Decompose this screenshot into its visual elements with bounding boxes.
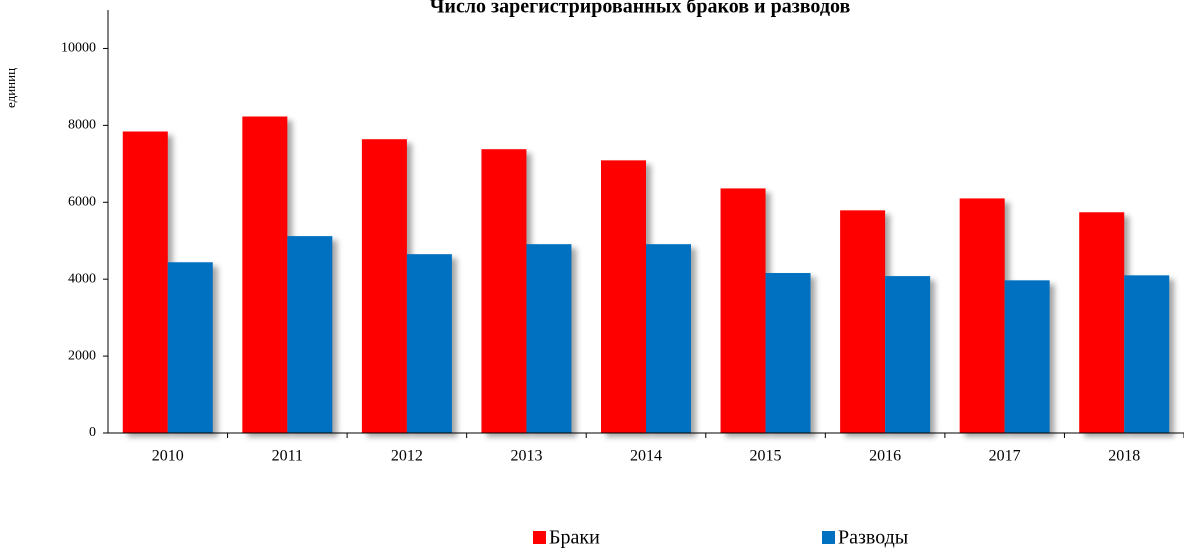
legend-label: Браки — [549, 527, 600, 549]
y-tick-label: 8000 — [68, 118, 96, 133]
x-tick-label: 2010 — [152, 448, 184, 465]
x-tick-label: 2017 — [989, 448, 1021, 465]
bar — [885, 276, 931, 433]
x-tick-label: 2014 — [630, 448, 662, 465]
legend-swatch — [533, 531, 546, 544]
y-tick-label: 10000 — [61, 41, 96, 56]
bar — [646, 244, 691, 433]
legend-swatch — [822, 531, 835, 544]
x-tick-label: 2012 — [391, 448, 423, 465]
bar — [406, 254, 452, 433]
x-tick-label: 2016 — [869, 448, 901, 465]
bar — [1124, 275, 1170, 433]
bar — [601, 160, 646, 433]
x-tick-label: 2015 — [750, 448, 782, 465]
bar — [840, 210, 886, 433]
bar — [720, 188, 766, 433]
y-tick-label: 2000 — [68, 348, 96, 363]
bar — [481, 149, 527, 434]
bar — [242, 116, 288, 433]
y-tick-label: 0 — [89, 425, 96, 440]
bar — [287, 236, 333, 433]
bar — [765, 273, 811, 433]
bar — [122, 131, 168, 433]
bar — [959, 198, 1005, 433]
bar — [1004, 280, 1050, 433]
bar — [167, 262, 213, 433]
legend-label: Разводы — [838, 527, 908, 549]
bar — [526, 244, 572, 433]
y-tick-label: 4000 — [68, 271, 96, 286]
y-axis-label: единиц — [3, 68, 18, 108]
x-tick-label: 2013 — [510, 448, 542, 465]
x-tick-label: 2018 — [1108, 448, 1140, 465]
bar — [361, 139, 407, 433]
y-tick-label: 6000 — [68, 194, 96, 209]
bar — [1079, 212, 1125, 433]
chart-title: Число зарегистрированных браков и развод… — [430, 0, 851, 18]
x-tick-label: 2011 — [272, 448, 303, 465]
